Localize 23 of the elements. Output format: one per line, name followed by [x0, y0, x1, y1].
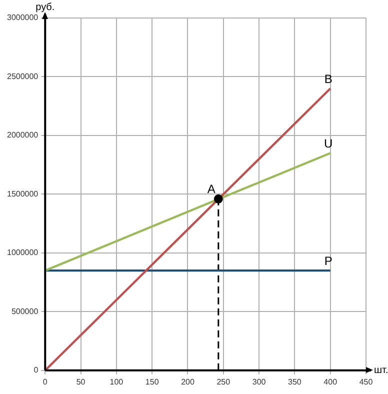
- y-tick-label: 500000: [11, 306, 39, 316]
- x-tick-label: 300: [252, 377, 266, 386]
- y-axis-title: руб.: [36, 2, 55, 13]
- x-tick-label: 0: [42, 377, 48, 386]
- x-tick-label: 250: [216, 377, 231, 386]
- x-tick-label: 50: [76, 377, 86, 386]
- y-tick-label: 2500000: [6, 72, 39, 81]
- series-label: U: [324, 136, 333, 150]
- y-tick-label: 3000000: [6, 13, 39, 22]
- y-tick-label: 2000000: [6, 130, 39, 140]
- series-label: B: [324, 72, 332, 86]
- x-tick-label: 100: [110, 377, 124, 386]
- series-label: P: [324, 254, 332, 268]
- y-tick-label: 1000000: [6, 248, 39, 258]
- x-tick-label: 200: [181, 377, 195, 386]
- y-tick-label: 0: [34, 366, 39, 375]
- x-tick-label: 400: [324, 377, 338, 386]
- x-tick-label: 450: [359, 377, 374, 386]
- x-tick-label: 150: [145, 377, 160, 386]
- annotation: A: [207, 182, 216, 196]
- x-tick-label: 350: [288, 377, 302, 386]
- x-axis-title: шт.: [374, 365, 388, 376]
- y-tick-label: 1500000: [6, 189, 39, 198]
